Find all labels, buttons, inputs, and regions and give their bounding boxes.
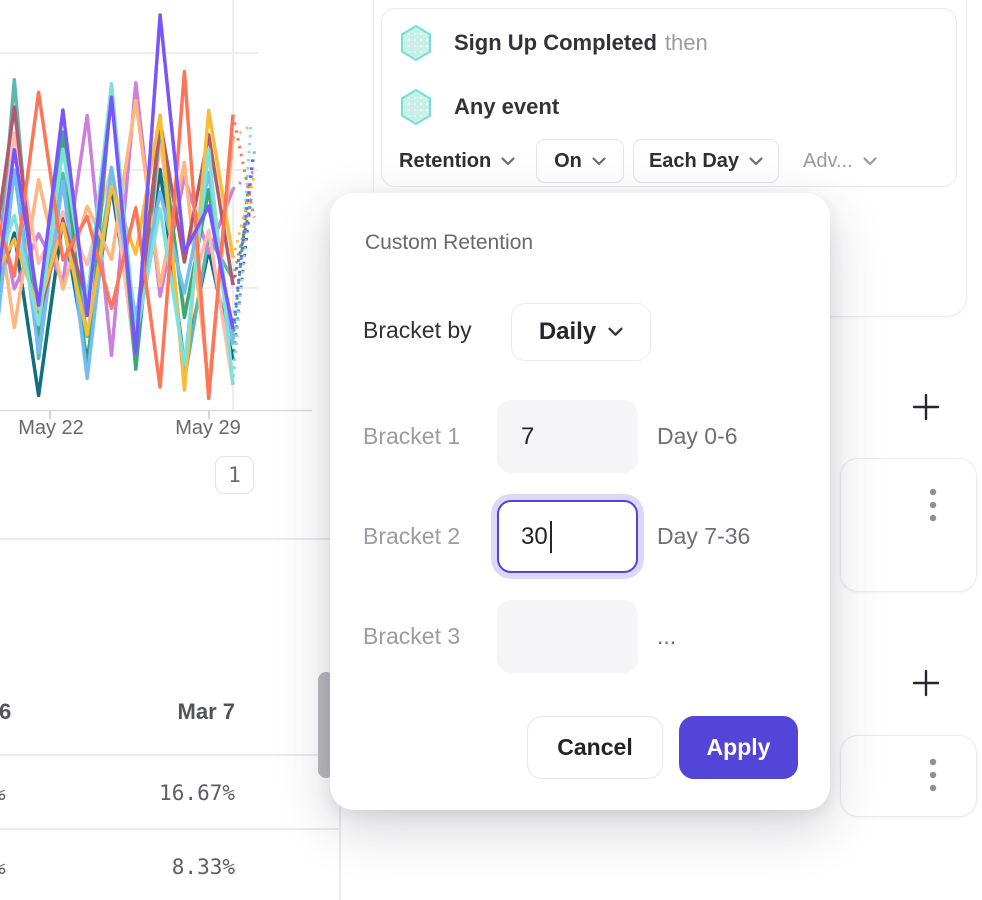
- bracket-3-input[interactable]: [497, 600, 638, 673]
- event-hexagon-icon: [401, 25, 431, 61]
- retention-series-dotted-tail: [231, 207, 252, 286]
- table-row-divider: [0, 754, 339, 756]
- bracket-1-label: Bracket 1: [363, 423, 461, 449]
- bracket-by-dropdown[interactable]: Daily: [511, 303, 651, 361]
- retention-series-line: [0, 13, 235, 356]
- retention-series-line: [0, 81, 235, 385]
- bracket-2-label: Bracket 2: [363, 523, 461, 549]
- retention-series-dotted-tail: [232, 167, 258, 191]
- panel-divider: [0, 538, 340, 540]
- query-steps-card: Sign Up Completed then Any event Retentio…: [381, 8, 957, 187]
- add-section-button[interactable]: [912, 393, 940, 421]
- bracket-2-value: 30: [521, 522, 548, 550]
- chevron-down-icon: [608, 327, 623, 336]
- side-card: [840, 735, 977, 817]
- kebab-menu-icon[interactable]: [929, 758, 937, 792]
- retention-chart-lines: [0, 13, 258, 401]
- retention-series-dotted-tail: [232, 125, 250, 140]
- event-hexagon-icon: [401, 89, 431, 125]
- advanced-dropdown[interactable]: Adv...: [803, 139, 877, 183]
- modal-title: Custom Retention: [365, 231, 534, 254]
- bracket-2-input[interactable]: 30: [497, 500, 638, 573]
- advanced-dropdown-label: Adv...: [803, 149, 853, 172]
- retention-series-dotted-tail: [231, 181, 251, 340]
- retention-series-line: [0, 69, 235, 401]
- retention-table: 6 Mar 7 % 16.67% % 8.33%: [0, 660, 340, 900]
- chevron-down-icon: [863, 156, 877, 165]
- x-tick-label: May 22: [18, 417, 84, 439]
- retention-series-dotted-tail: [231, 114, 256, 218]
- chevron-down-icon: [592, 156, 606, 165]
- bracket-1-value: 7: [521, 422, 535, 450]
- table-row-divider: [0, 828, 339, 830]
- granularity-dropdown-label: Each Day: [648, 149, 740, 172]
- on-dropdown-label: On: [554, 149, 582, 172]
- bracket-3-label: Bracket 3: [363, 623, 461, 649]
- table-cell: 8.33%: [171, 855, 235, 879]
- kebab-menu-icon[interactable]: [929, 488, 937, 522]
- measure-dropdown[interactable]: Retention: [399, 139, 515, 183]
- retention-series-dotted-tail: [231, 202, 252, 360]
- retention-chart: May 22 May 29: [0, 0, 320, 439]
- chart-x-axis: [0, 409, 312, 419]
- step-connector: then: [664, 30, 708, 55]
- x-tick-label: May 29: [175, 417, 241, 439]
- table-cell-partial: %: [0, 781, 6, 805]
- query-step-row[interactable]: Any event: [400, 89, 567, 125]
- on-dropdown[interactable]: On: [536, 139, 624, 183]
- bracket-by-label: Bracket by: [363, 317, 472, 343]
- bracket-1-range: Day 0-6: [657, 423, 738, 449]
- event-name[interactable]: Sign Up Completed: [454, 30, 657, 55]
- table-cell: 16.67%: [159, 781, 235, 805]
- apply-button[interactable]: Apply: [679, 716, 798, 779]
- side-card: [840, 458, 977, 592]
- pagination-page-button[interactable]: 1: [215, 456, 254, 494]
- bracket-2-range: Day 7-36: [657, 523, 751, 549]
- cancel-button[interactable]: Cancel: [527, 716, 663, 779]
- custom-retention-modal: Custom Retention Bracket by Daily Bracke…: [330, 193, 830, 810]
- table-header-partial: 6: [0, 699, 12, 724]
- text-cursor: [549, 520, 552, 553]
- bracket-by-value: Daily: [538, 318, 597, 345]
- table-cell-partial: %: [0, 855, 6, 879]
- bracket-1-input[interactable]: 7: [497, 400, 638, 473]
- measure-dropdown-label: Retention: [399, 149, 492, 172]
- granularity-dropdown[interactable]: Each Day: [633, 139, 779, 183]
- chevron-down-icon: [501, 156, 515, 165]
- chevron-down-icon: [749, 156, 763, 165]
- query-step-row[interactable]: Sign Up Completed then: [400, 25, 708, 61]
- retention-chart-svg: [0, 0, 312, 419]
- event-name[interactable]: Any event: [454, 94, 560, 119]
- table-header-mar7: Mar 7: [177, 699, 235, 724]
- query-controls-row: Retention On Each Day Adv...: [382, 139, 956, 183]
- bracket-3-range: ...: [657, 623, 677, 649]
- add-section-button[interactable]: [912, 669, 940, 697]
